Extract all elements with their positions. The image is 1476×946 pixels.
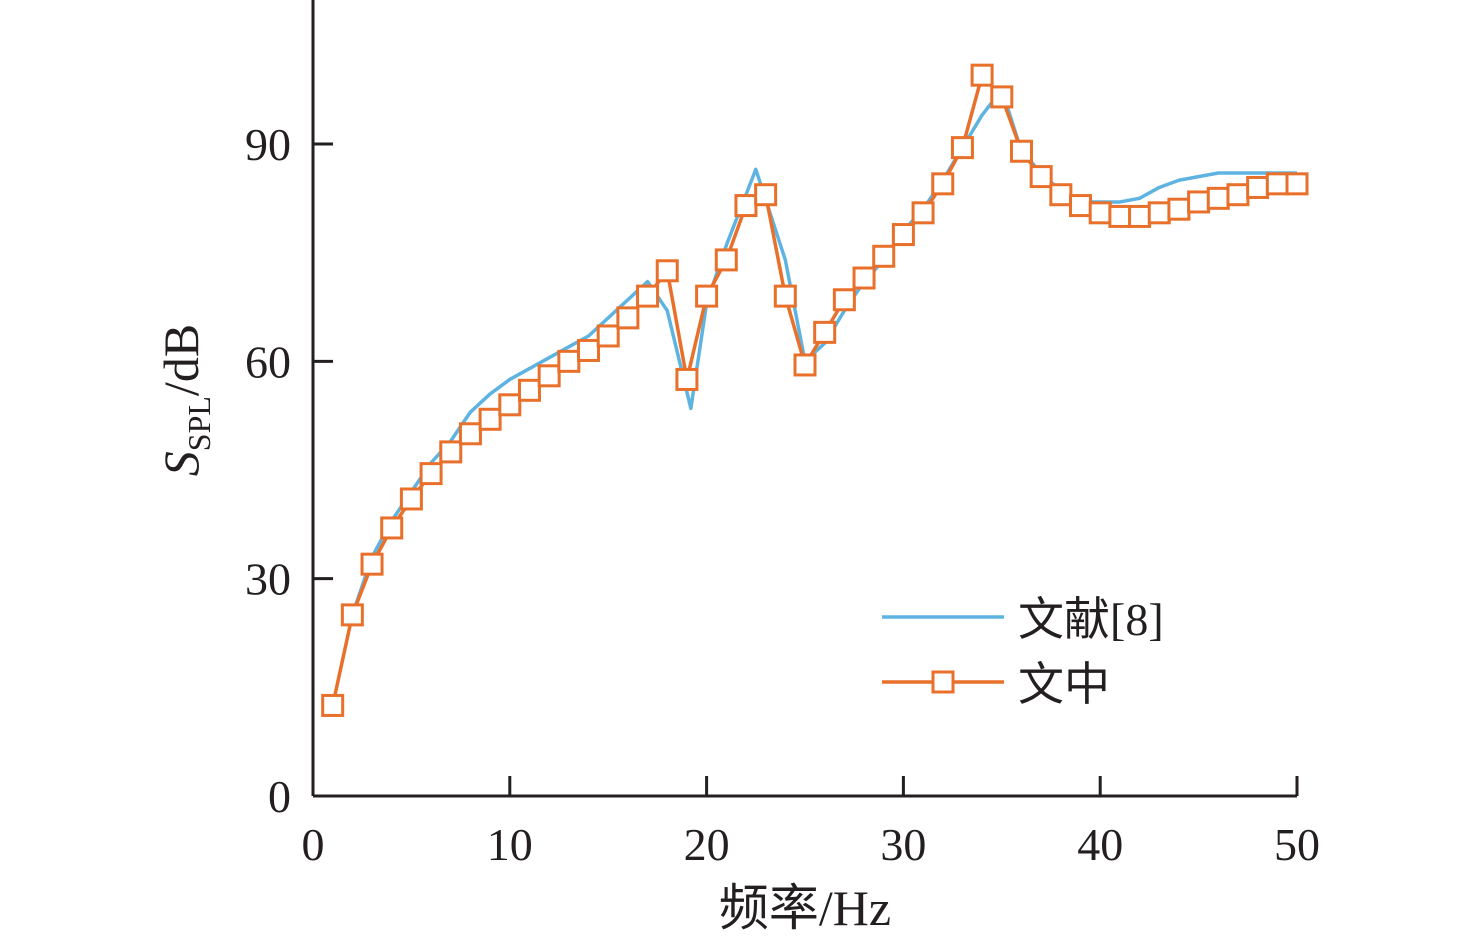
series-1-point-22 <box>754 183 778 207</box>
series-1-point-2 <box>360 552 384 576</box>
series-1-point-28 <box>872 244 896 268</box>
x-axis-label: 频率/Hz <box>719 880 891 936</box>
series-1-point-36 <box>1029 165 1053 189</box>
y-axis-label: SSPL/dB <box>153 324 217 476</box>
y-tick-label-0: 0 <box>268 771 291 822</box>
series-1-point-23 <box>773 284 797 308</box>
legend: 文献[8] 文中 <box>882 594 1164 710</box>
series-1-point-31 <box>931 172 955 196</box>
series-1-point-39 <box>1088 201 1112 225</box>
series-1-point-11 <box>537 364 561 388</box>
series-1-point-49 <box>1285 172 1309 196</box>
series-layer <box>321 63 1309 717</box>
y-tick-label-3: 90 <box>245 119 291 170</box>
series-1-point-7 <box>458 422 482 446</box>
series-1-point-3 <box>380 516 404 540</box>
series-1-point-15 <box>616 306 640 330</box>
y-ticks: 0 30 60 90 <box>245 119 333 822</box>
series-1-point-45 <box>1206 186 1230 210</box>
series-0 <box>350 87 1297 616</box>
legend-label-series-1: 文中 <box>1018 659 1110 710</box>
y-axis-label-symbol: S <box>153 451 209 476</box>
series-1-point-13 <box>577 338 601 362</box>
series-1-point-16 <box>636 284 660 308</box>
series-1-point-32 <box>950 136 974 160</box>
series-1-point-43 <box>1167 197 1191 221</box>
series-1-point-8 <box>478 407 502 431</box>
series-1-point-9 <box>498 393 522 417</box>
series-1-point-35 <box>1009 139 1033 163</box>
series-1-point-47 <box>1246 175 1270 199</box>
series-1-point-10 <box>517 378 541 402</box>
series-1-point-17 <box>655 259 679 283</box>
axes: 0 10 20 30 40 50 0 30 60 90 <box>245 0 1320 870</box>
series-1-point-20 <box>714 248 738 272</box>
x-tick-label-3: 30 <box>880 819 926 870</box>
legend-item-series-0: 文献[8] <box>882 594 1164 645</box>
series-1-point-40 <box>1108 204 1132 228</box>
x-tick-label-0: 0 <box>302 819 325 870</box>
series-1-point-30 <box>911 201 935 225</box>
series-1-point-44 <box>1187 190 1211 214</box>
legend-marker-series-1 <box>931 670 955 694</box>
series-1-point-42 <box>1147 201 1171 225</box>
series-1-point-29 <box>891 223 915 247</box>
series-1-point-18 <box>675 367 699 391</box>
y-tick-label-1: 30 <box>245 554 291 605</box>
series-1-point-4 <box>399 487 423 511</box>
series-1-point-12 <box>557 349 581 373</box>
series-1-point-1 <box>340 603 364 627</box>
series-1-point-37 <box>1049 183 1073 207</box>
series-1-point-0 <box>321 693 345 717</box>
series-1-point-14 <box>596 324 620 348</box>
series-0-line <box>350 87 1297 616</box>
series-1 <box>321 63 1309 717</box>
y-tick-label-2: 60 <box>245 336 291 387</box>
x-tick-label-1: 10 <box>487 819 533 870</box>
x-tick-label-5: 50 <box>1274 819 1320 870</box>
series-1-point-48 <box>1265 172 1289 196</box>
series-1-point-5 <box>419 462 443 486</box>
series-1-point-41 <box>1128 204 1152 228</box>
y-axis-label-unit: /dB <box>153 324 209 396</box>
series-1-point-33 <box>970 63 994 87</box>
series-1-point-24 <box>793 353 817 377</box>
legend-label-series-0: 文献[8] <box>1018 594 1164 645</box>
series-1-point-26 <box>832 288 856 312</box>
series-1-point-25 <box>813 320 837 344</box>
x-tick-label-4: 40 <box>1077 819 1123 870</box>
series-1-point-27 <box>852 266 876 290</box>
series-1-point-21 <box>734 194 758 218</box>
x-tick-label-2: 20 <box>684 819 730 870</box>
series-1-point-19 <box>695 284 719 308</box>
y-axis-label-subscript: SPL <box>181 396 217 451</box>
legend-item-series-1: 文中 <box>882 659 1110 710</box>
series-1-point-34 <box>990 85 1014 109</box>
series-1-point-38 <box>1069 194 1093 218</box>
series-1-point-6 <box>439 440 463 464</box>
x-ticks: 0 10 20 30 40 50 <box>302 776 1320 870</box>
series-1-point-46 <box>1226 183 1250 207</box>
